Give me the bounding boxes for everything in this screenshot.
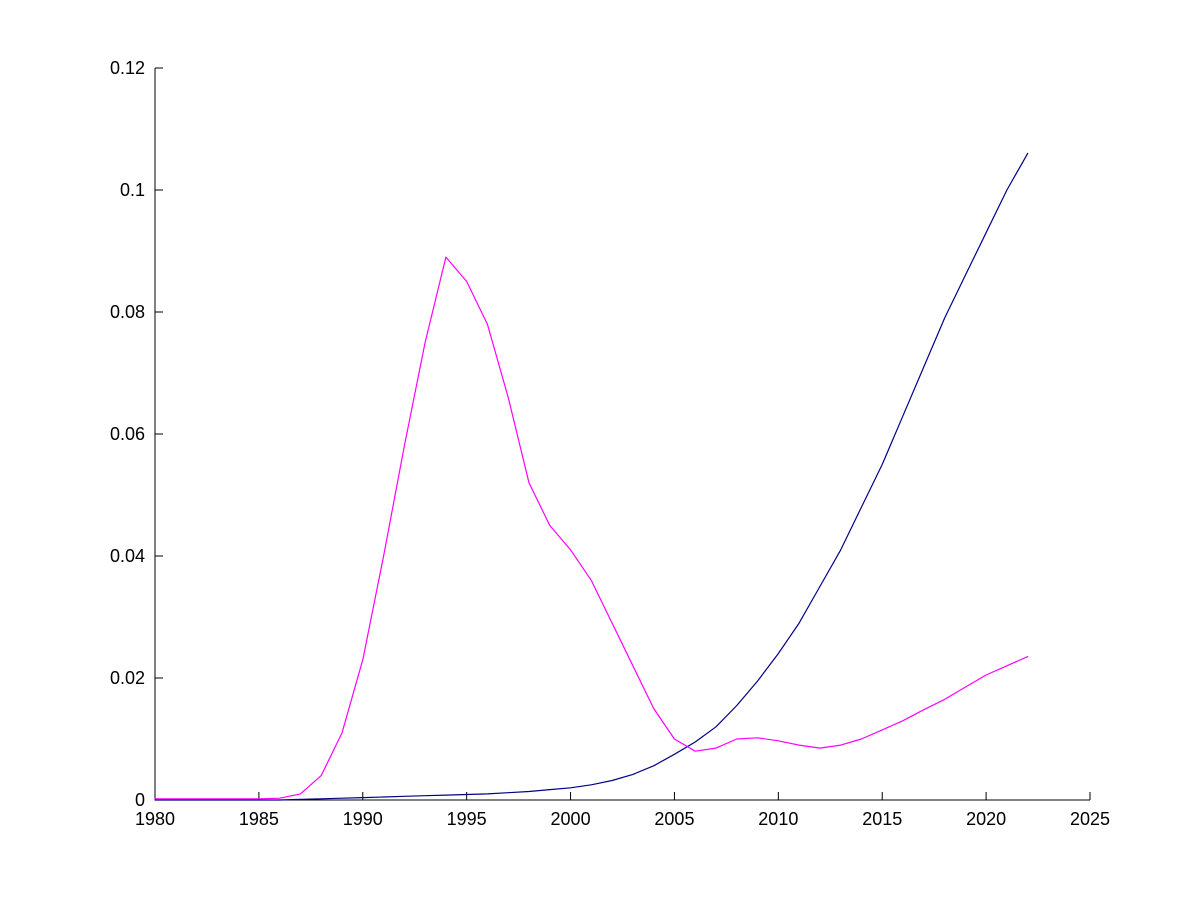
dark-blue-series-line <box>154 152 1029 801</box>
y-tick-label: 0.04 <box>110 546 145 566</box>
x-tick-label: 1985 <box>239 809 279 829</box>
x-tick-label: 2005 <box>654 809 694 829</box>
x-tick-label: 1990 <box>343 809 383 829</box>
x-tick-label: 2025 <box>1070 809 1110 829</box>
y-tick-label: 0.12 <box>110 58 145 78</box>
y-tick-label: 0.06 <box>110 424 145 444</box>
x-tick-label: 2000 <box>551 809 591 829</box>
y-tick-label: 0.02 <box>110 668 145 688</box>
x-tick-label: 2010 <box>758 809 798 829</box>
x-tick-label: 1995 <box>447 809 487 829</box>
x-tick-label: 2020 <box>966 809 1006 829</box>
y-tick-label: 0 <box>135 790 145 810</box>
x-tick-label: 1980 <box>135 809 175 829</box>
magenta-series-line <box>154 256 1029 800</box>
x-tick-label: 2015 <box>862 809 902 829</box>
y-tick-label: 0.1 <box>120 180 145 200</box>
y-tick-label: 0.08 <box>110 302 145 322</box>
